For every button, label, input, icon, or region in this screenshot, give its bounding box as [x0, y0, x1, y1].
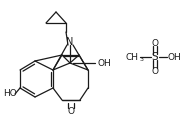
Text: N: N — [66, 37, 74, 47]
Text: OH: OH — [168, 53, 182, 61]
Text: 3: 3 — [140, 57, 144, 62]
Text: HO: HO — [3, 89, 17, 99]
Text: OH: OH — [97, 59, 111, 67]
Text: O: O — [68, 107, 74, 116]
Text: S: S — [152, 52, 158, 62]
Text: O: O — [152, 67, 158, 75]
Text: CH: CH — [125, 53, 138, 61]
Text: O: O — [152, 39, 158, 48]
